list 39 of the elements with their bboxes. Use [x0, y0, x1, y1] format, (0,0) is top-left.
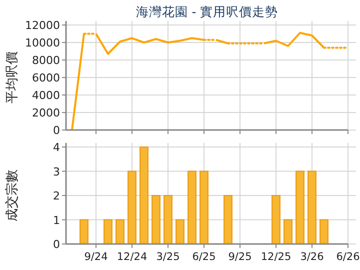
- y-tick-label: 1: [53, 214, 60, 227]
- y-tick-label: 10000: [25, 36, 60, 50]
- y-tick-label: 3: [53, 165, 60, 178]
- y-tick-label: 12000: [25, 19, 60, 32]
- chart-title: 海灣花園 - 實用呎價走勢: [136, 4, 278, 19]
- y-tick-label: 6000: [32, 72, 60, 84]
- y-tick-label: 0: [53, 238, 60, 251]
- y-tick-label: 8000: [32, 54, 60, 67]
- bar: [296, 170, 304, 244]
- bar: [104, 219, 112, 244]
- y-tick-label: 2000: [32, 106, 60, 120]
- x-tick-label: 6/25: [192, 251, 216, 263]
- x-tick-label: 9/25: [228, 251, 252, 263]
- x-tick-label: 6/26: [336, 251, 360, 263]
- x-tick-label: 3/26: [300, 251, 324, 263]
- y-tick-label: 4: [53, 141, 60, 154]
- bar: [320, 219, 328, 244]
- x-tick-label: 9/24: [84, 251, 108, 263]
- bar: [116, 219, 124, 244]
- bar: [80, 219, 88, 244]
- x-tick-label: 3/25: [156, 251, 180, 263]
- bar: [188, 170, 196, 244]
- bar: [128, 170, 136, 244]
- bar: [308, 170, 316, 244]
- bar: [284, 219, 292, 244]
- x-tick-label: 12/25: [260, 251, 292, 263]
- bar: [164, 195, 172, 244]
- x-tick-label: 12/24: [116, 251, 148, 263]
- y-tick-label: 4000: [32, 89, 60, 102]
- bar: [140, 146, 148, 244]
- bar: [176, 219, 184, 244]
- y-axis-title: 成交宗數: [4, 170, 20, 222]
- bar: [200, 170, 208, 244]
- y-tick-label: 2: [53, 190, 60, 202]
- y-tick-label: 0: [53, 124, 60, 137]
- bar: [272, 195, 280, 244]
- y-axis-title: 平均呎價: [5, 52, 20, 104]
- bar: [152, 195, 160, 244]
- bar: [224, 195, 232, 244]
